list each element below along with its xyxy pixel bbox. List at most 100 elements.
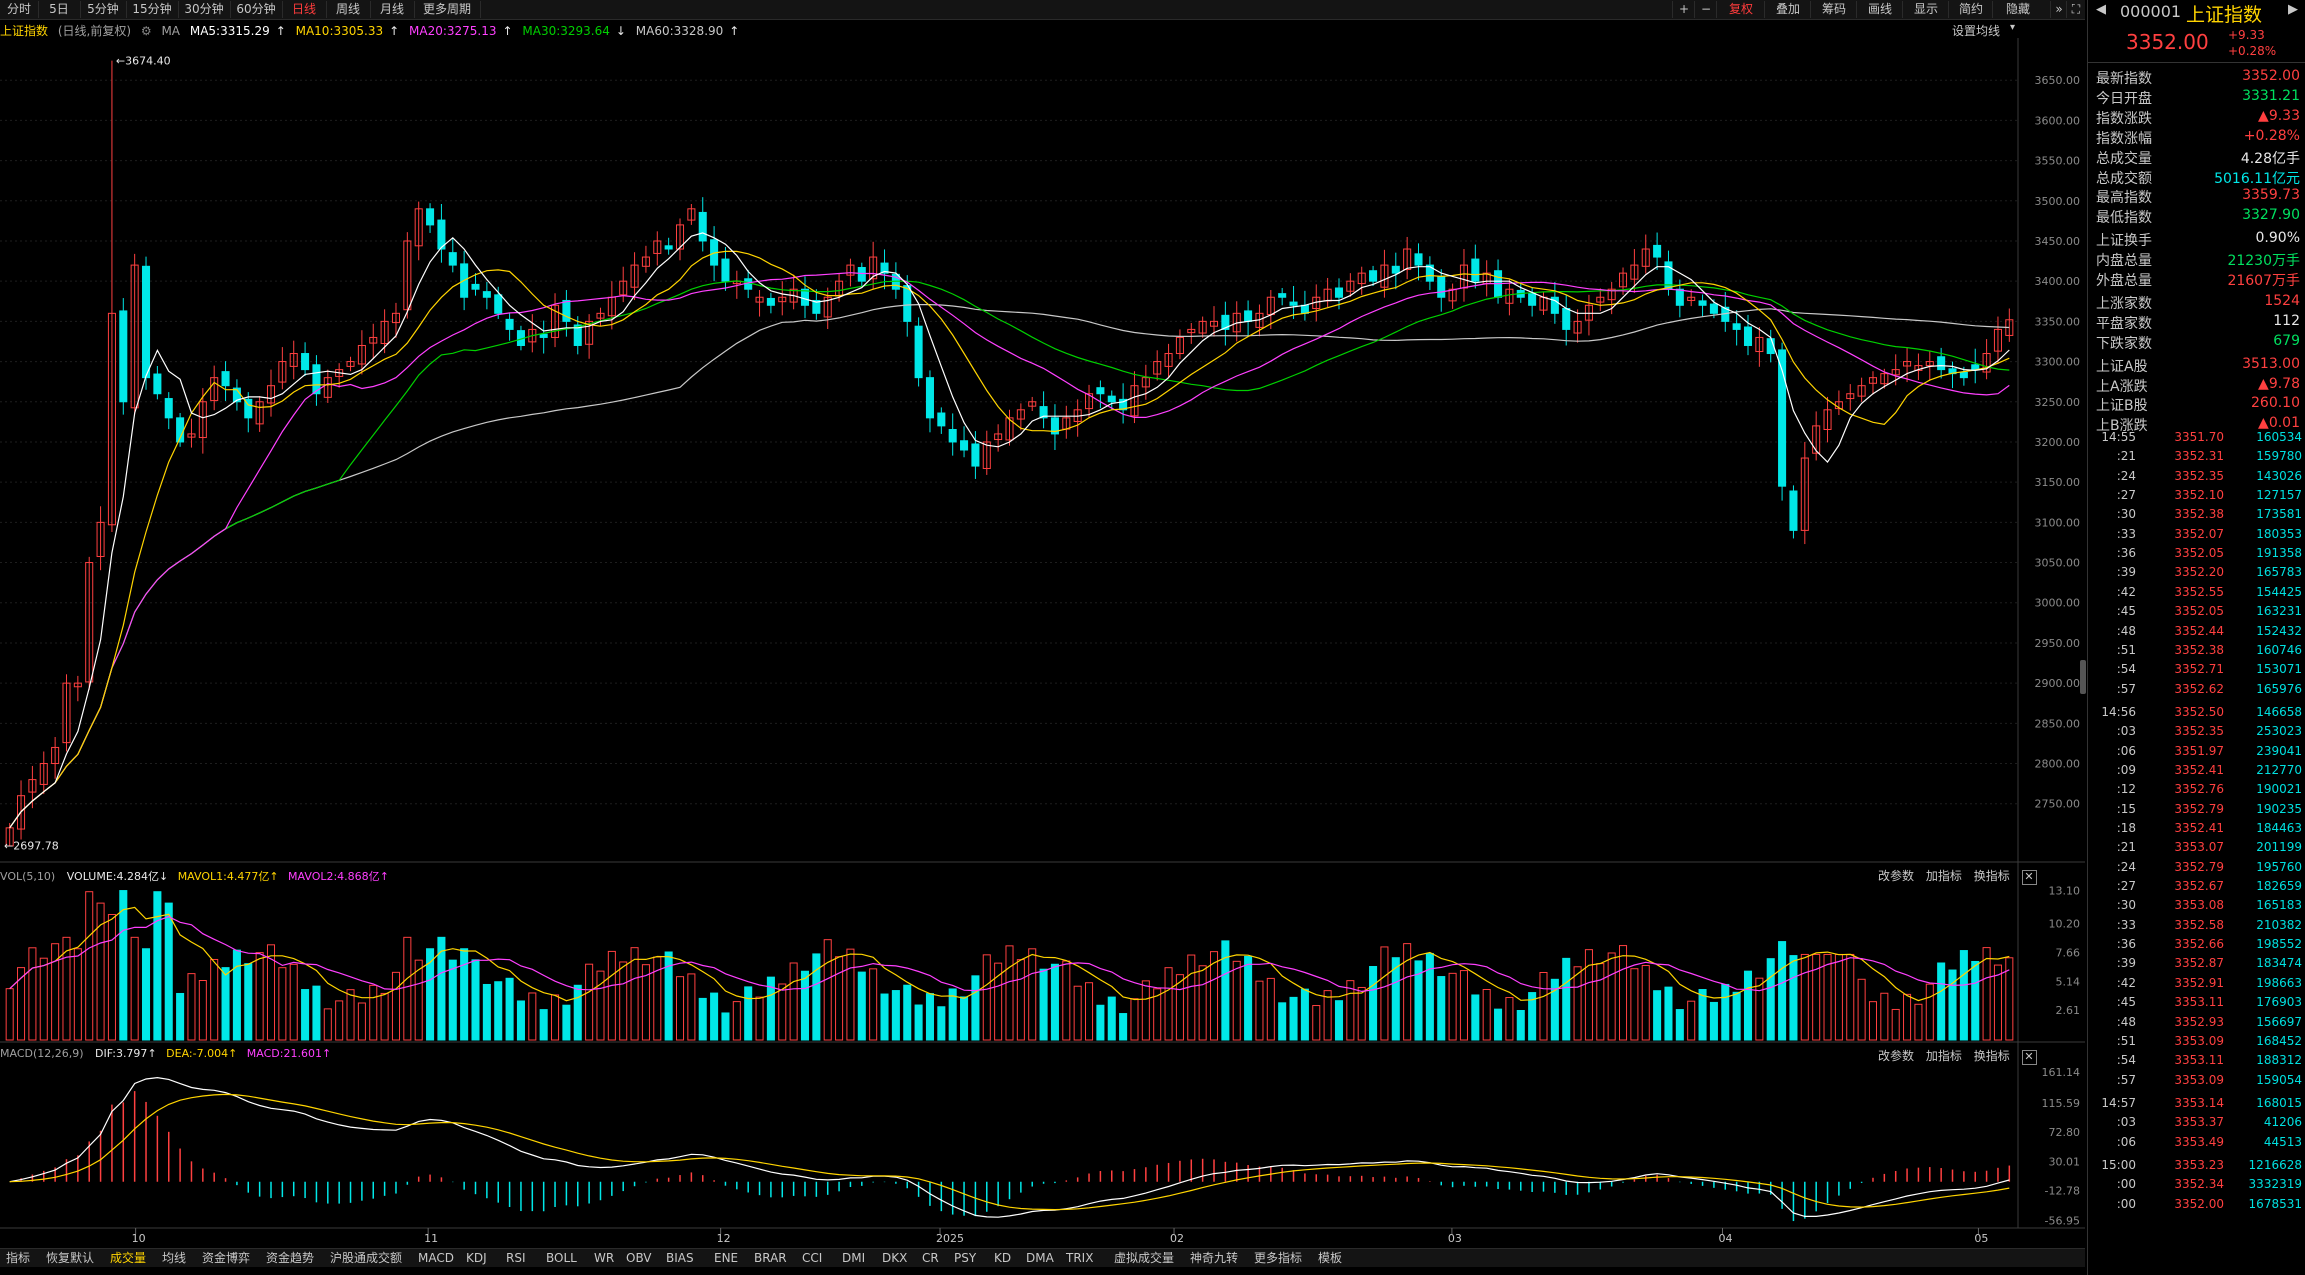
period-tab[interactable]: 周线 — [326, 1, 371, 18]
indicator-tab[interactable]: 模板 — [1318, 1251, 1343, 1265]
candle-body — [1448, 288, 1457, 302]
volume-bar — [1175, 974, 1184, 1041]
panel-collapse-handle[interactable] — [2080, 660, 2086, 694]
period-tab[interactable]: 5分钟 — [80, 1, 127, 18]
indicator-tab[interactable]: DMA — [1026, 1251, 1054, 1265]
volume-bar — [607, 950, 616, 1041]
period-tab[interactable]: 更多周期 — [414, 1, 481, 18]
indicator-tab[interactable]: OBV — [626, 1251, 652, 1265]
tick-volume: 159054 — [2256, 1072, 2302, 1087]
period-tab[interactable]: 30分钟 — [178, 1, 231, 18]
tick-time: :21 — [2116, 840, 2136, 855]
volume-bar — [619, 961, 628, 1041]
indicator-tab[interactable]: KD — [994, 1251, 1012, 1265]
indicator-tab[interactable]: 成交量 — [110, 1251, 147, 1265]
volume-bar — [1346, 980, 1355, 1041]
gear-icon[interactable]: ⚙ — [140, 24, 152, 38]
toolbar-chips-button[interactable]: 筹码 — [1810, 1, 1857, 18]
macd-change-indicator-button[interactable]: 换指标 — [1973, 1049, 2010, 1063]
indicator-tab[interactable]: CR — [922, 1251, 939, 1265]
volume-bar — [1641, 965, 1650, 1041]
indicator-tab[interactable]: CCI — [802, 1251, 823, 1265]
volume-bar — [39, 957, 48, 1041]
tick-time: :57 — [2116, 681, 2136, 696]
indicator-tab[interactable]: 指标 — [6, 1251, 31, 1265]
candle-body — [1028, 401, 1037, 407]
indicator-tab[interactable]: ENE — [714, 1251, 739, 1265]
close-icon[interactable]: ✕ — [2021, 870, 2037, 885]
candle-body — [846, 264, 855, 276]
indicator-tab[interactable]: 神奇九转 — [1190, 1251, 1239, 1265]
toolbar-restore-button[interactable]: 复权 — [1716, 1, 1765, 18]
indicator-tab[interactable]: 均线 — [162, 1251, 187, 1265]
close-icon[interactable]: ✕ — [2021, 1050, 2037, 1065]
indicator-tab[interactable]: KDJ — [466, 1251, 487, 1265]
indicator-tab[interactable]: DMI — [842, 1251, 866, 1265]
tick-time: :42 — [2116, 975, 2136, 990]
tick-time: 15:00 — [2101, 1157, 2136, 1172]
toolbar-hide-button[interactable]: 隐藏 — [1992, 1, 2043, 18]
volume-bar — [1414, 960, 1423, 1041]
indicator-tab[interactable]: 资金博弈 — [202, 1251, 251, 1265]
candle-body — [1823, 409, 1832, 431]
chevron-down-icon[interactable]: ▾ — [2010, 22, 2016, 33]
candle-body — [119, 310, 128, 403]
indicator-tab[interactable]: BIAS — [666, 1251, 694, 1265]
vol-add-indicator-button[interactable]: 加指标 — [1925, 869, 1962, 883]
tick-volume: 156697 — [2256, 1014, 2302, 1029]
volume-bar — [1403, 943, 1412, 1041]
indicator-tab[interactable]: DKX — [882, 1251, 908, 1265]
stat-value: 260.10 — [2251, 395, 2300, 412]
vol-tick-label: 2.61 — [2056, 1004, 2081, 1017]
indicator-tab[interactable]: 沪股通成交额 — [330, 1251, 403, 1265]
tick-time: :51 — [2116, 642, 2136, 657]
toolbar-overlay-button[interactable]: 叠加 — [1764, 1, 1811, 18]
double-arrow-icon[interactable]: » — [2050, 1, 2067, 18]
vol-edit-params-button[interactable]: 改参数 — [1878, 869, 1915, 883]
plus-icon[interactable]: + — [1672, 1, 1695, 18]
stat-label: 指数涨跌 — [2096, 110, 2152, 127]
tick-price: 3353.14 — [2174, 1095, 2224, 1110]
indicator-tab[interactable]: WR — [594, 1251, 615, 1265]
period-tab[interactable]: 月线 — [370, 1, 415, 18]
vol-change-indicator-button[interactable]: 换指标 — [1973, 869, 2010, 883]
tick-row: :06 3351.97 239041 — [2092, 744, 2302, 763]
kline-chart[interactable]: ←3674.40 ←2697.78 3650.00 3600.00 3550.00 35… — [0, 0, 2085, 1248]
minus-icon[interactable]: − — [1694, 1, 1717, 18]
indicator-tab[interactable]: 虚拟成交量 — [1114, 1251, 1175, 1265]
indicator-tab[interactable]: TRIX — [1066, 1251, 1094, 1265]
indicator-tab[interactable]: PSY — [954, 1251, 977, 1265]
toolbar-display-button[interactable]: 显示 — [1902, 1, 1949, 18]
indicator-tab[interactable]: 资金趋势 — [266, 1251, 315, 1265]
indicator-tab[interactable]: BOLL — [546, 1251, 577, 1265]
period-tab[interactable]: 分时 — [0, 1, 39, 18]
arrow-right-icon[interactable]: ▶ — [2288, 2, 2298, 17]
period-tab[interactable]: 日线 — [282, 1, 327, 18]
volume-bar — [698, 997, 707, 1041]
period-tab[interactable]: 60分钟 — [230, 1, 283, 18]
candle-body — [1698, 300, 1707, 306]
indicator-tab[interactable]: RSI — [506, 1251, 526, 1265]
fullscreen-icon[interactable]: ⛶ — [2066, 1, 2085, 18]
indicator-tab[interactable]: MACD — [418, 1251, 454, 1265]
volume-bar — [1675, 1009, 1684, 1041]
volume-bar — [1698, 989, 1707, 1041]
toolbar-draw-button[interactable]: 画线 — [1856, 1, 1903, 18]
tick-volume: 182659 — [2256, 879, 2302, 894]
volume-bar — [1789, 955, 1798, 1041]
macd-edit-params-button[interactable]: 改参数 — [1878, 1049, 1915, 1063]
volume-bar — [266, 944, 276, 1041]
ma-settings-button[interactable]: 设置均线 — [1952, 24, 2001, 38]
stat-label: 上证换手 — [2096, 233, 2152, 250]
period-tab[interactable]: 5日 — [38, 1, 81, 18]
indicator-tab[interactable]: 恢复默认 — [46, 1251, 95, 1265]
indicator-tab[interactable]: BRAR — [754, 1251, 787, 1265]
volume-bar — [1664, 986, 1673, 1041]
toolbar-simple-button[interactable]: 简约 — [1948, 1, 1993, 18]
tick-time: :30 — [2116, 507, 2136, 522]
period-tab[interactable]: 15分钟 — [126, 1, 179, 18]
indicator-tab[interactable]: 更多指标 — [1254, 1251, 1303, 1265]
arrow-left-icon[interactable]: ◀ — [2096, 2, 2106, 17]
volume-bar — [1687, 1000, 1696, 1041]
macd-add-indicator-button[interactable]: 加指标 — [1925, 1049, 1962, 1063]
